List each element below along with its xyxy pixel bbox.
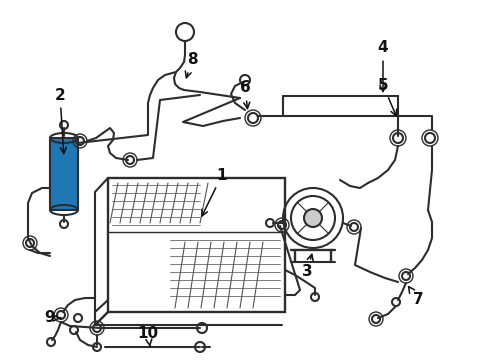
Text: 3: 3 bbox=[302, 254, 313, 279]
Text: 5: 5 bbox=[378, 77, 396, 116]
Bar bbox=[50, 138, 78, 210]
Text: 10: 10 bbox=[137, 325, 159, 346]
Text: 1: 1 bbox=[202, 167, 227, 216]
Text: 8: 8 bbox=[185, 53, 197, 78]
Text: 2: 2 bbox=[54, 87, 66, 153]
Text: 7: 7 bbox=[409, 287, 423, 307]
Text: 9: 9 bbox=[45, 310, 61, 325]
Text: 4: 4 bbox=[378, 40, 388, 91]
Circle shape bbox=[304, 209, 322, 227]
Text: 6: 6 bbox=[240, 81, 250, 109]
